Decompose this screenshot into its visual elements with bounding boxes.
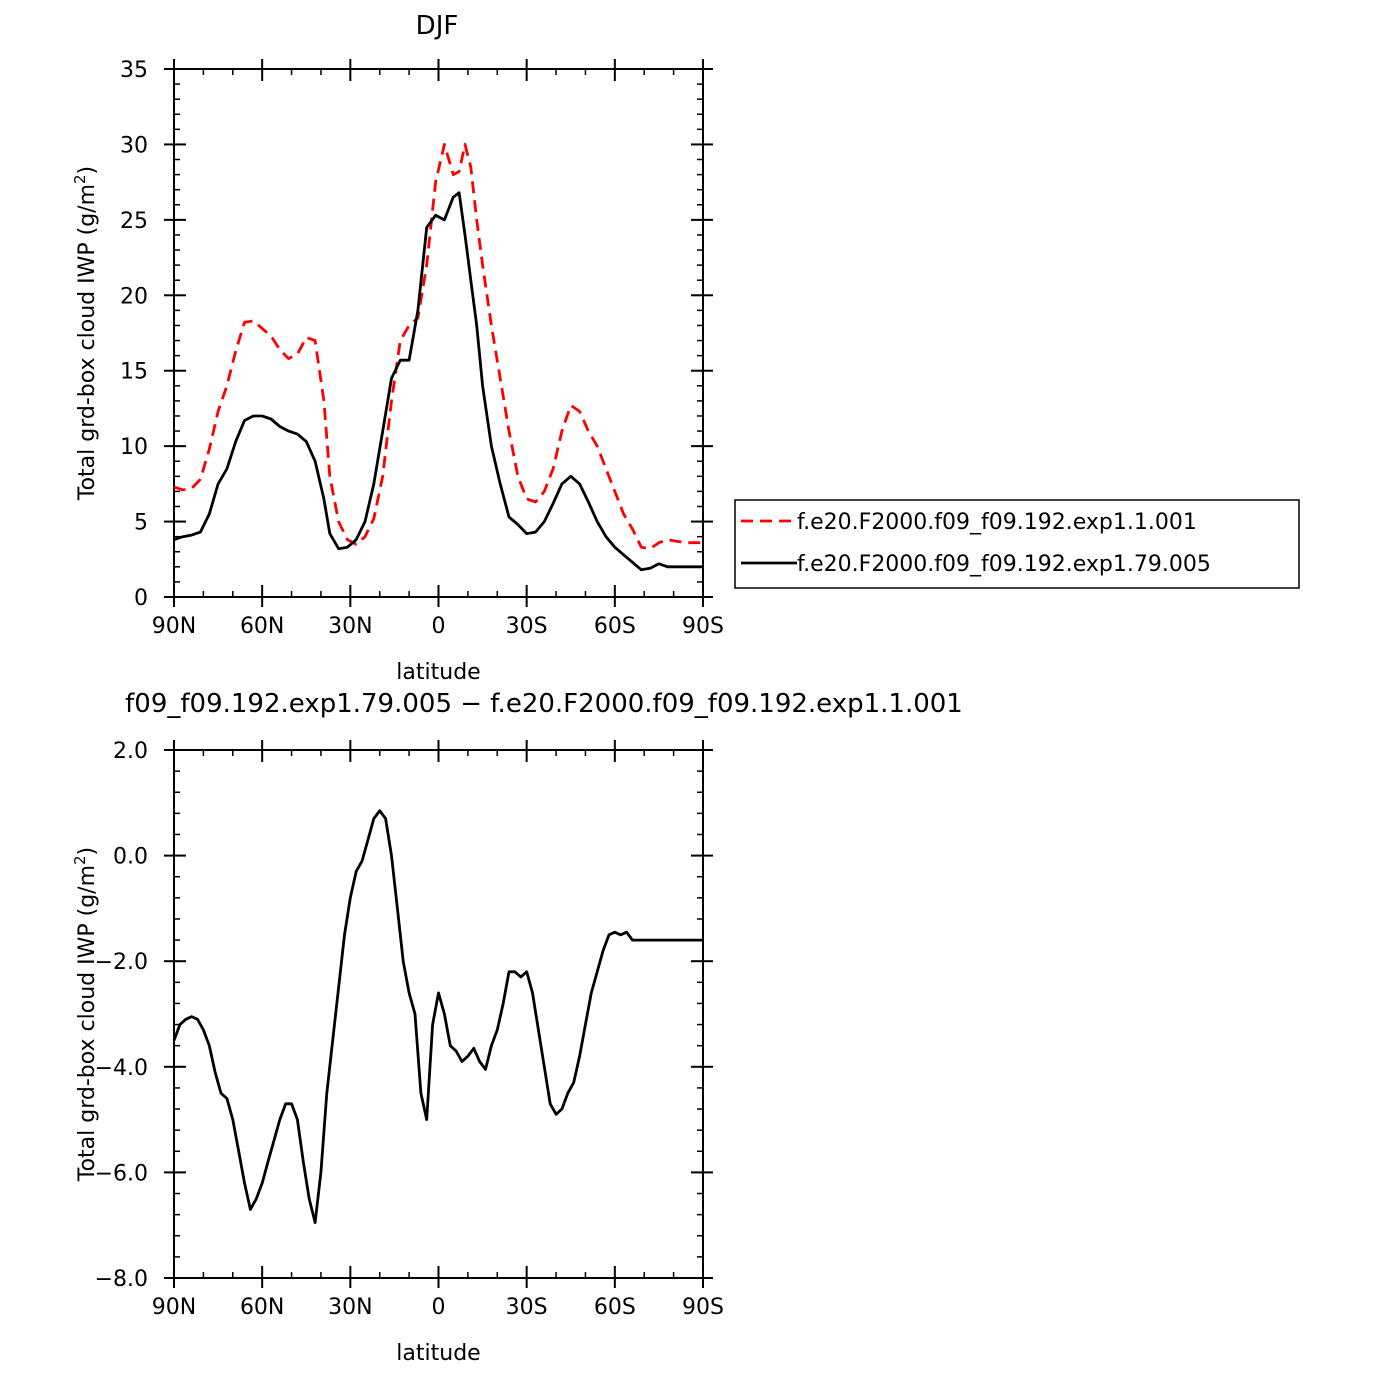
top-plot-djf: DJF 90N 60N 30N 0 30S 60S 90S 0 5 10 15 20 25 30 35 lati… xyxy=(71,11,1300,685)
y-axis-title: Total grd-box cloud IWP (g/m2) xyxy=(71,847,100,1182)
x-tick-label: 90N xyxy=(152,614,196,639)
y-axis-title-main: Total grd-box cloud IWP (g/m xyxy=(75,865,100,1182)
y-tick-label: 30 xyxy=(120,133,148,158)
series-line-0 xyxy=(172,809,703,1224)
y-tick-label: −4.0 xyxy=(95,1056,148,1081)
chart-title: DJF xyxy=(416,11,459,41)
y-tick-label: 0.0 xyxy=(113,845,148,870)
x-tick-label: 30S xyxy=(506,1295,548,1320)
y-tick-label: 35 xyxy=(120,58,148,83)
y-axis-ticks: −8.0 −6.0 −4.0 −2.0 0.0 2.0 xyxy=(95,739,713,1292)
plot-frame xyxy=(173,68,704,598)
y-axis-title-tail: ) xyxy=(75,847,100,856)
x-tick-label: 60S xyxy=(594,1295,636,1320)
y-axis-title-tail: ) xyxy=(75,166,100,175)
chart-title: f09_f09.192.exp1.79.005 − f.e20.F2000.f0… xyxy=(125,689,963,719)
series-line-1 xyxy=(173,191,703,572)
y-axis-title-superscript: 2 xyxy=(71,855,89,865)
legend: f.e20.F2000.f09_f09.192.exp1.1.001 f.e20.… xyxy=(734,499,1300,589)
x-tick-label: 60S xyxy=(594,614,636,639)
x-tick-label: 30S xyxy=(506,614,548,639)
legend-box xyxy=(734,499,1300,589)
y-tick-label: 15 xyxy=(120,360,148,385)
plot-frame xyxy=(173,749,704,1279)
x-axis-ticks: 90N 60N 30N 0 30S 60S 90S xyxy=(152,740,724,1320)
y-axis-title-main: Total grd-box cloud IWP (g/m xyxy=(75,184,100,501)
x-axis-title: latitude xyxy=(396,1341,480,1366)
x-tick-label: 60N xyxy=(240,614,284,639)
x-tick-label: 30N xyxy=(328,614,372,639)
y-axis-title-superscript: 2 xyxy=(71,174,89,184)
bottom-plot-difference: f09_f09.192.exp1.79.005 − f.e20.F2000.f0… xyxy=(71,689,963,1366)
x-axis-title: latitude xyxy=(396,660,480,685)
x-tick-label: 90S xyxy=(682,614,724,639)
y-tick-label: −8.0 xyxy=(95,1267,148,1292)
x-axis-ticks: 90N 60N 30N 0 30S 60S 90S xyxy=(152,59,724,639)
y-tick-label: −6.0 xyxy=(95,1161,148,1186)
y-tick-label: 20 xyxy=(120,284,148,309)
x-tick-label: 30N xyxy=(328,1295,372,1320)
y-axis-title: Total grd-box cloud IWP (g/m2) xyxy=(71,166,100,501)
y-tick-label: 0 xyxy=(134,586,148,611)
legend-label-1: f.e20.F2000.f09_f09.192.exp1.79.005 xyxy=(797,552,1211,577)
x-tick-label: 90N xyxy=(152,1295,196,1320)
y-tick-label: 5 xyxy=(134,511,148,536)
y-tick-label: 10 xyxy=(120,435,148,460)
legend-label-0: f.e20.F2000.f09_f09.192.exp1.1.001 xyxy=(797,510,1197,535)
x-tick-label: 0 xyxy=(432,614,446,639)
y-tick-label: 25 xyxy=(120,209,148,234)
x-tick-label: 0 xyxy=(432,1295,446,1320)
y-axis-ticks: 0 5 10 15 20 25 30 35 xyxy=(120,58,713,611)
series-line-0 xyxy=(173,143,703,551)
y-tick-label: 2.0 xyxy=(113,739,148,764)
x-tick-label: 90S xyxy=(682,1295,724,1320)
y-tick-label: −2.0 xyxy=(95,950,148,975)
x-tick-label: 60N xyxy=(240,1295,284,1320)
